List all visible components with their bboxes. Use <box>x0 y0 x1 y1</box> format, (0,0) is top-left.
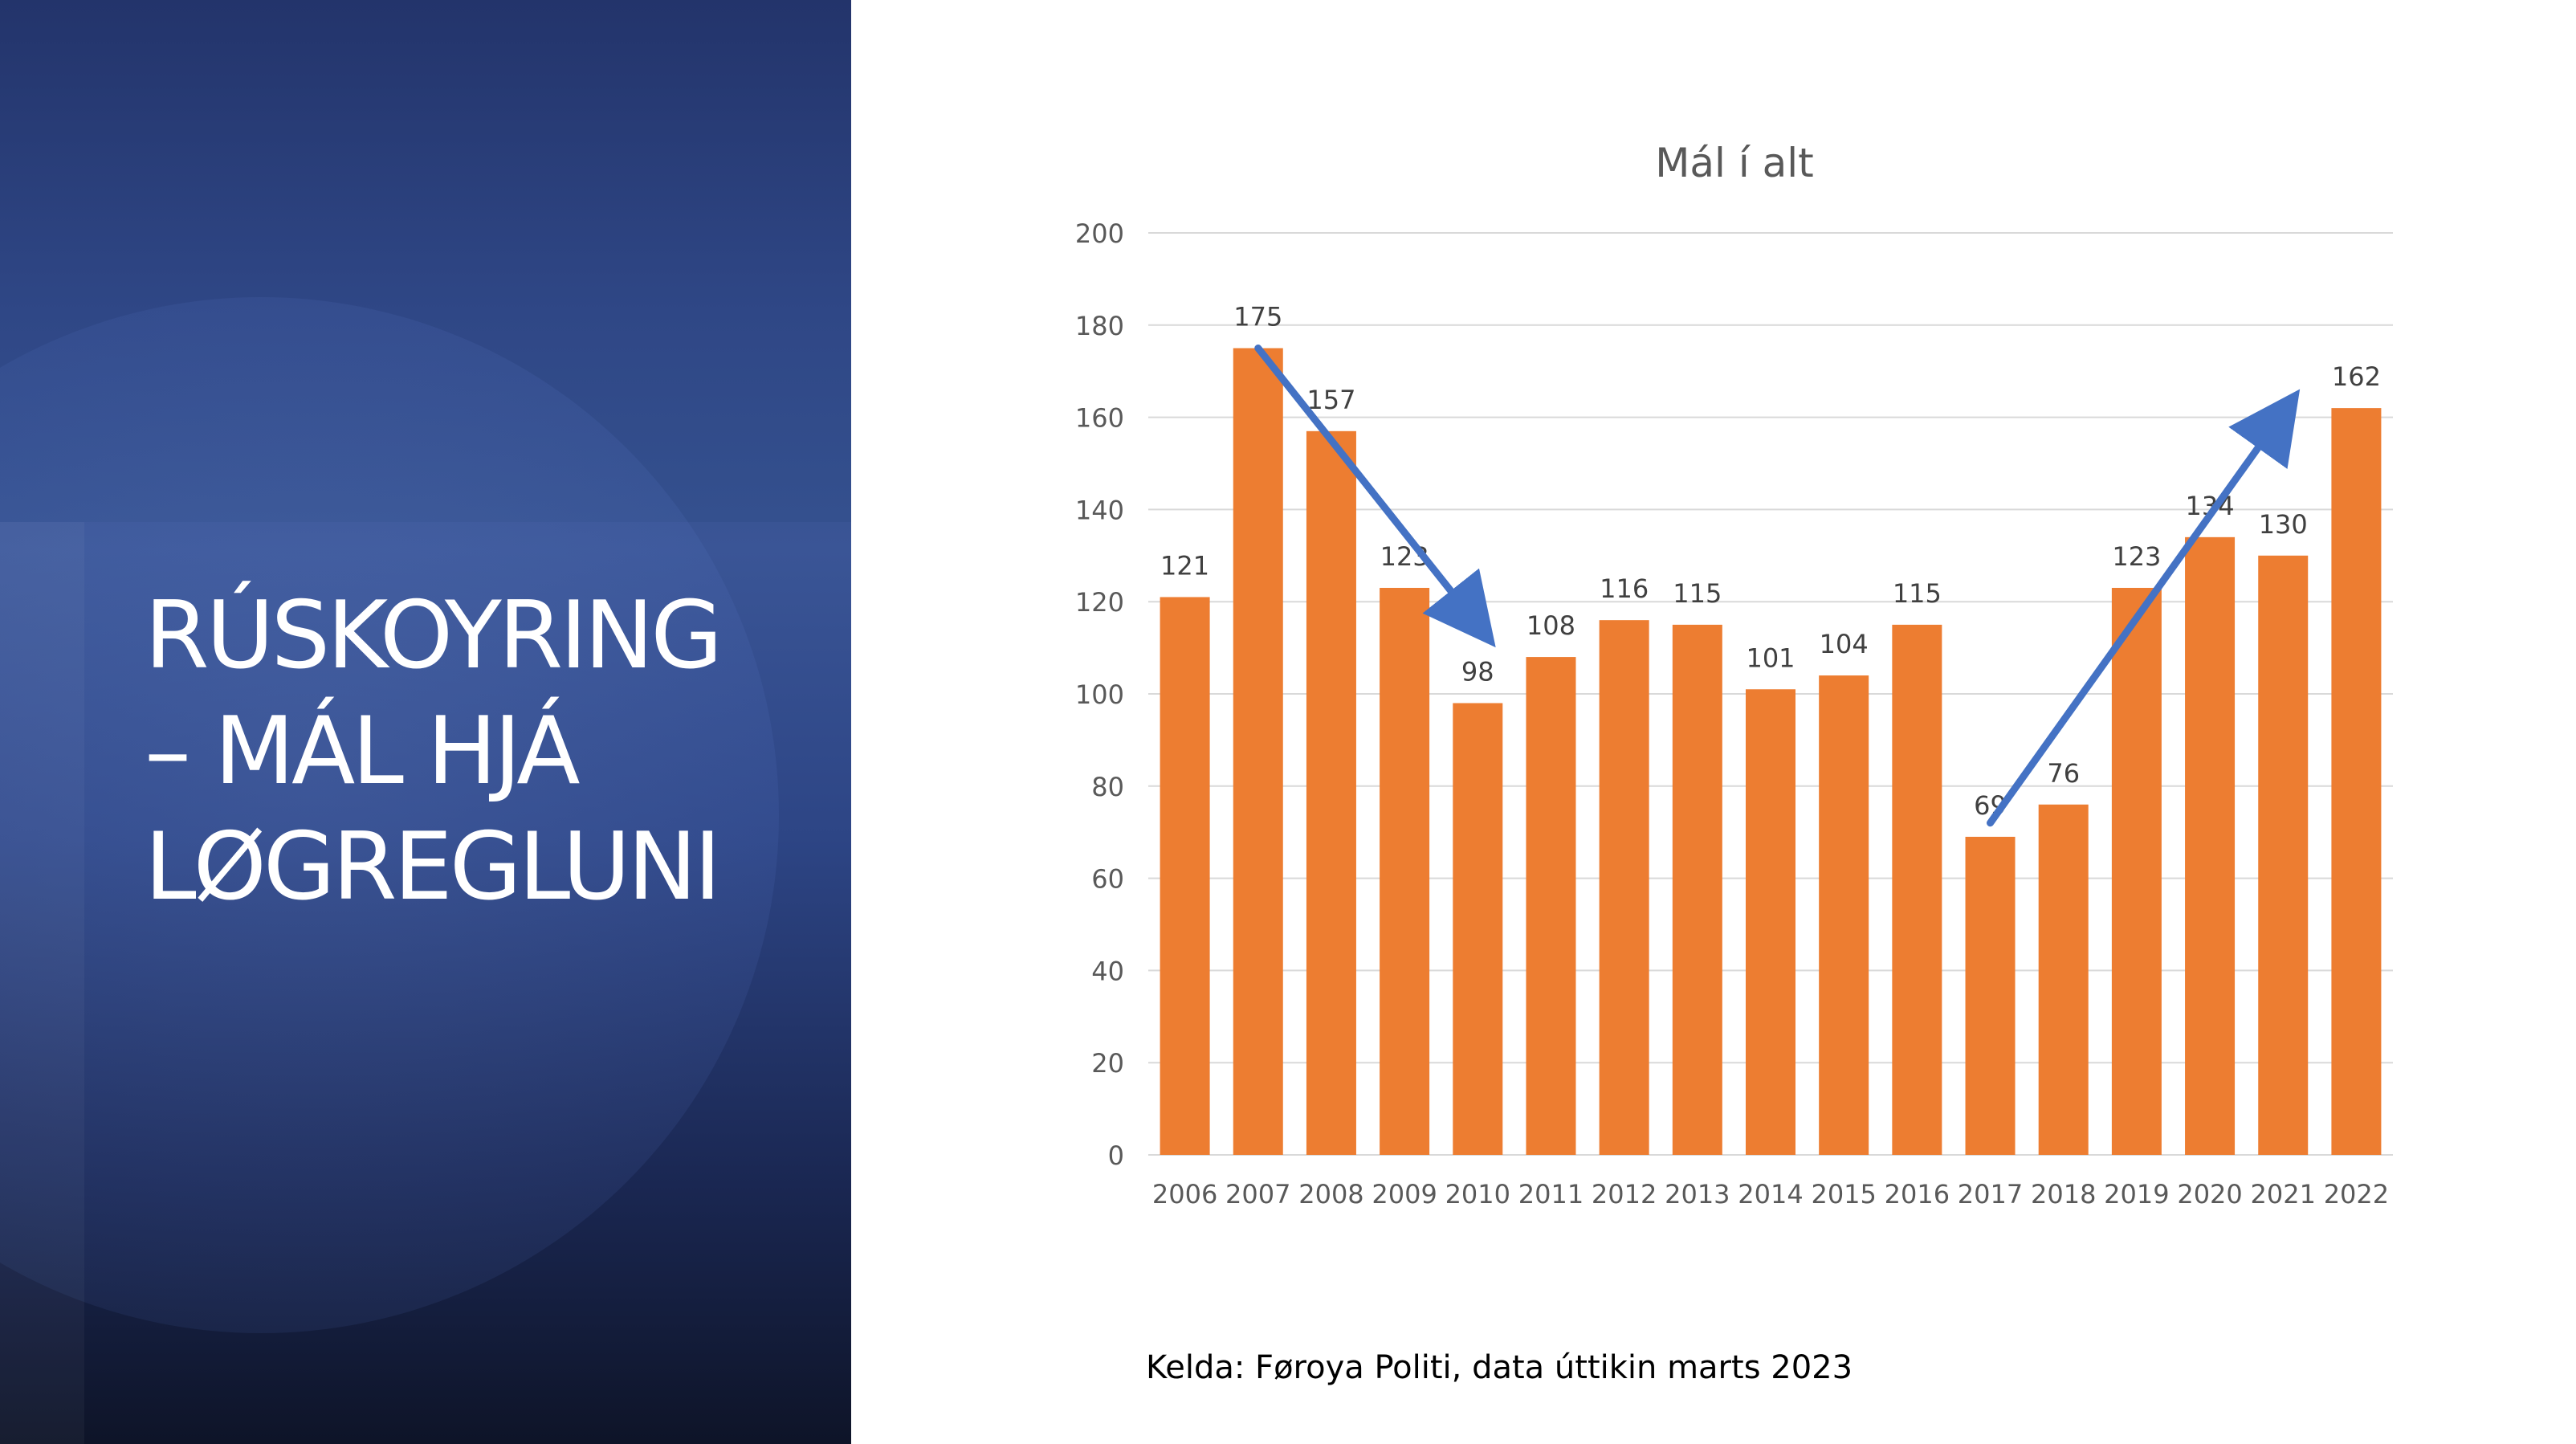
trend-arrow-1 <box>1254 345 1496 648</box>
y-tick-label-20: 20 <box>1091 1048 1124 1079</box>
x-tick-label-2018: 2018 <box>2031 1179 2096 1209</box>
x-tick-label-2011: 2011 <box>1518 1179 1584 1209</box>
chart-title: Mál í alt <box>1655 140 1814 186</box>
bar-2018 <box>2038 804 2089 1155</box>
x-tick-label-2009: 2009 <box>1372 1179 1437 1209</box>
bar-2006 <box>1160 597 1210 1155</box>
y-tick-label-140: 140 <box>1075 495 1124 525</box>
bar-2021 <box>2258 555 2309 1155</box>
bar-2013 <box>1672 624 1722 1155</box>
data-label-2008: 157 <box>1306 385 1355 415</box>
bar-2011 <box>1526 657 1576 1155</box>
y-tick-label-80: 80 <box>1091 772 1124 802</box>
x-tick-label-2016: 2016 <box>1885 1179 1950 1209</box>
x-tick-label-2013: 2013 <box>1665 1179 1730 1209</box>
bars <box>1160 348 2382 1155</box>
data-label-2014: 101 <box>1746 642 1795 673</box>
x-tick-label-2007: 2007 <box>1225 1179 1290 1209</box>
bar-2015 <box>1819 675 1869 1155</box>
trend-arrow-2 <box>1987 389 2301 827</box>
panel-upper-block <box>0 0 851 522</box>
title-panel: RÚSKOYRING – MÁL HJÁ LØGREGLUNI <box>0 0 851 1444</box>
y-tick-label-100: 100 <box>1075 679 1124 710</box>
data-label-2006: 121 <box>1160 550 1209 581</box>
x-tick-label-2012: 2012 <box>1592 1179 1657 1209</box>
slide-title: RÚSKOYRING – MÁL HJÁ LØGREGLUNI <box>145 578 835 925</box>
x-tick-label-2022: 2022 <box>2324 1179 2389 1209</box>
data-label-2013: 115 <box>1673 578 1722 609</box>
slide-title-line-3: LØGREGLUNI <box>145 813 721 921</box>
x-tick-label-2021: 2021 <box>2251 1179 2316 1209</box>
x-tick-label-2014: 2014 <box>1738 1179 1803 1209</box>
data-label-2022: 162 <box>2332 361 2381 392</box>
data-label-2018: 76 <box>2047 758 2080 789</box>
bar-2017 <box>1965 836 2016 1155</box>
bar-2012 <box>1599 620 1649 1155</box>
slide-title-line-1: RÚSKOYRING <box>145 581 723 690</box>
x-tick-label-2020: 2020 <box>2177 1179 2242 1209</box>
data-label-2016: 115 <box>1893 578 1942 609</box>
slide-title-line-2: – MÁL HJÁ <box>145 697 581 806</box>
x-tick-label-2008: 2008 <box>1298 1179 1363 1209</box>
y-tick-label-40: 40 <box>1091 956 1124 986</box>
data-label-2015: 104 <box>1820 629 1869 659</box>
bar-2019 <box>2111 587 2162 1155</box>
x-axis-tick-labels: 2006 2007 2008 2009 2010 2011 2012 2013 2014 2015… <box>1152 1179 2389 1209</box>
y-tick-label-160: 160 <box>1075 403 1124 434</box>
x-tick-label-2015: 2015 <box>1811 1179 1876 1209</box>
data-label-2007: 175 <box>1233 302 1282 332</box>
bar-chart: Mál í alt 0 20 40 60 80 100 120 140 160 180 200 12… <box>1075 140 2393 1209</box>
bar-2008 <box>1306 430 1356 1155</box>
x-tick-label-2010: 2010 <box>1445 1179 1510 1209</box>
data-label-2010: 98 <box>1461 656 1494 687</box>
bar-2022 <box>2331 408 2382 1155</box>
bar-2010 <box>1453 703 1503 1155</box>
bar-2014 <box>1746 689 1795 1155</box>
data-label-2011: 108 <box>1526 610 1575 641</box>
y-tick-label-200: 200 <box>1075 218 1124 249</box>
bar-2009 <box>1380 587 1430 1155</box>
data-label-2019: 123 <box>2112 541 2161 572</box>
y-tick-label-180: 180 <box>1075 311 1124 341</box>
data-label-2012: 116 <box>1600 573 1649 604</box>
source-note: Kelda: Føroya Politi, data úttikin marts… <box>1146 1349 1853 1386</box>
bar-2007 <box>1233 348 1283 1155</box>
x-tick-label-2019: 2019 <box>2104 1179 2169 1209</box>
panel-stripe-decoration <box>0 522 84 1444</box>
bar-2016 <box>1892 624 1942 1155</box>
y-tick-label-60: 60 <box>1091 864 1124 895</box>
x-tick-label-2006: 2006 <box>1152 1179 1217 1209</box>
x-tick-label-2017: 2017 <box>1958 1179 2023 1209</box>
y-tick-label-120: 120 <box>1075 587 1124 618</box>
y-tick-label-0: 0 <box>1108 1140 1124 1171</box>
data-label-2021: 130 <box>2259 509 2308 540</box>
bar-2020 <box>2185 536 2236 1155</box>
trend-arrows <box>1254 345 2301 827</box>
y-axis-tick-labels: 0 20 40 60 80 100 120 140 160 180 200 <box>1075 218 1124 1171</box>
